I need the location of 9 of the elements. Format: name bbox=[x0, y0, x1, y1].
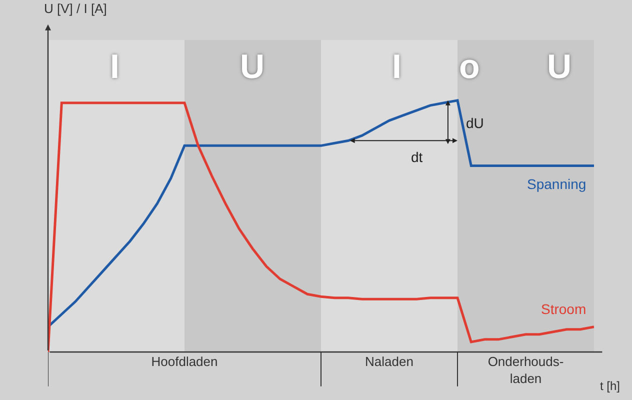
x-tick-label: Hoofdladen bbox=[151, 354, 218, 369]
annotation: dt bbox=[411, 149, 423, 165]
series-label: Spanning bbox=[527, 176, 586, 192]
x-axis-title: t [h] bbox=[600, 379, 620, 393]
x-tick-label: Naladen bbox=[365, 354, 414, 369]
x-tick-label: Onderhouds- laden bbox=[488, 354, 564, 386]
text: U [V] / I [A] bbox=[44, 1, 107, 16]
series-label: Stroom bbox=[541, 301, 586, 317]
annotation: dU bbox=[466, 115, 484, 131]
